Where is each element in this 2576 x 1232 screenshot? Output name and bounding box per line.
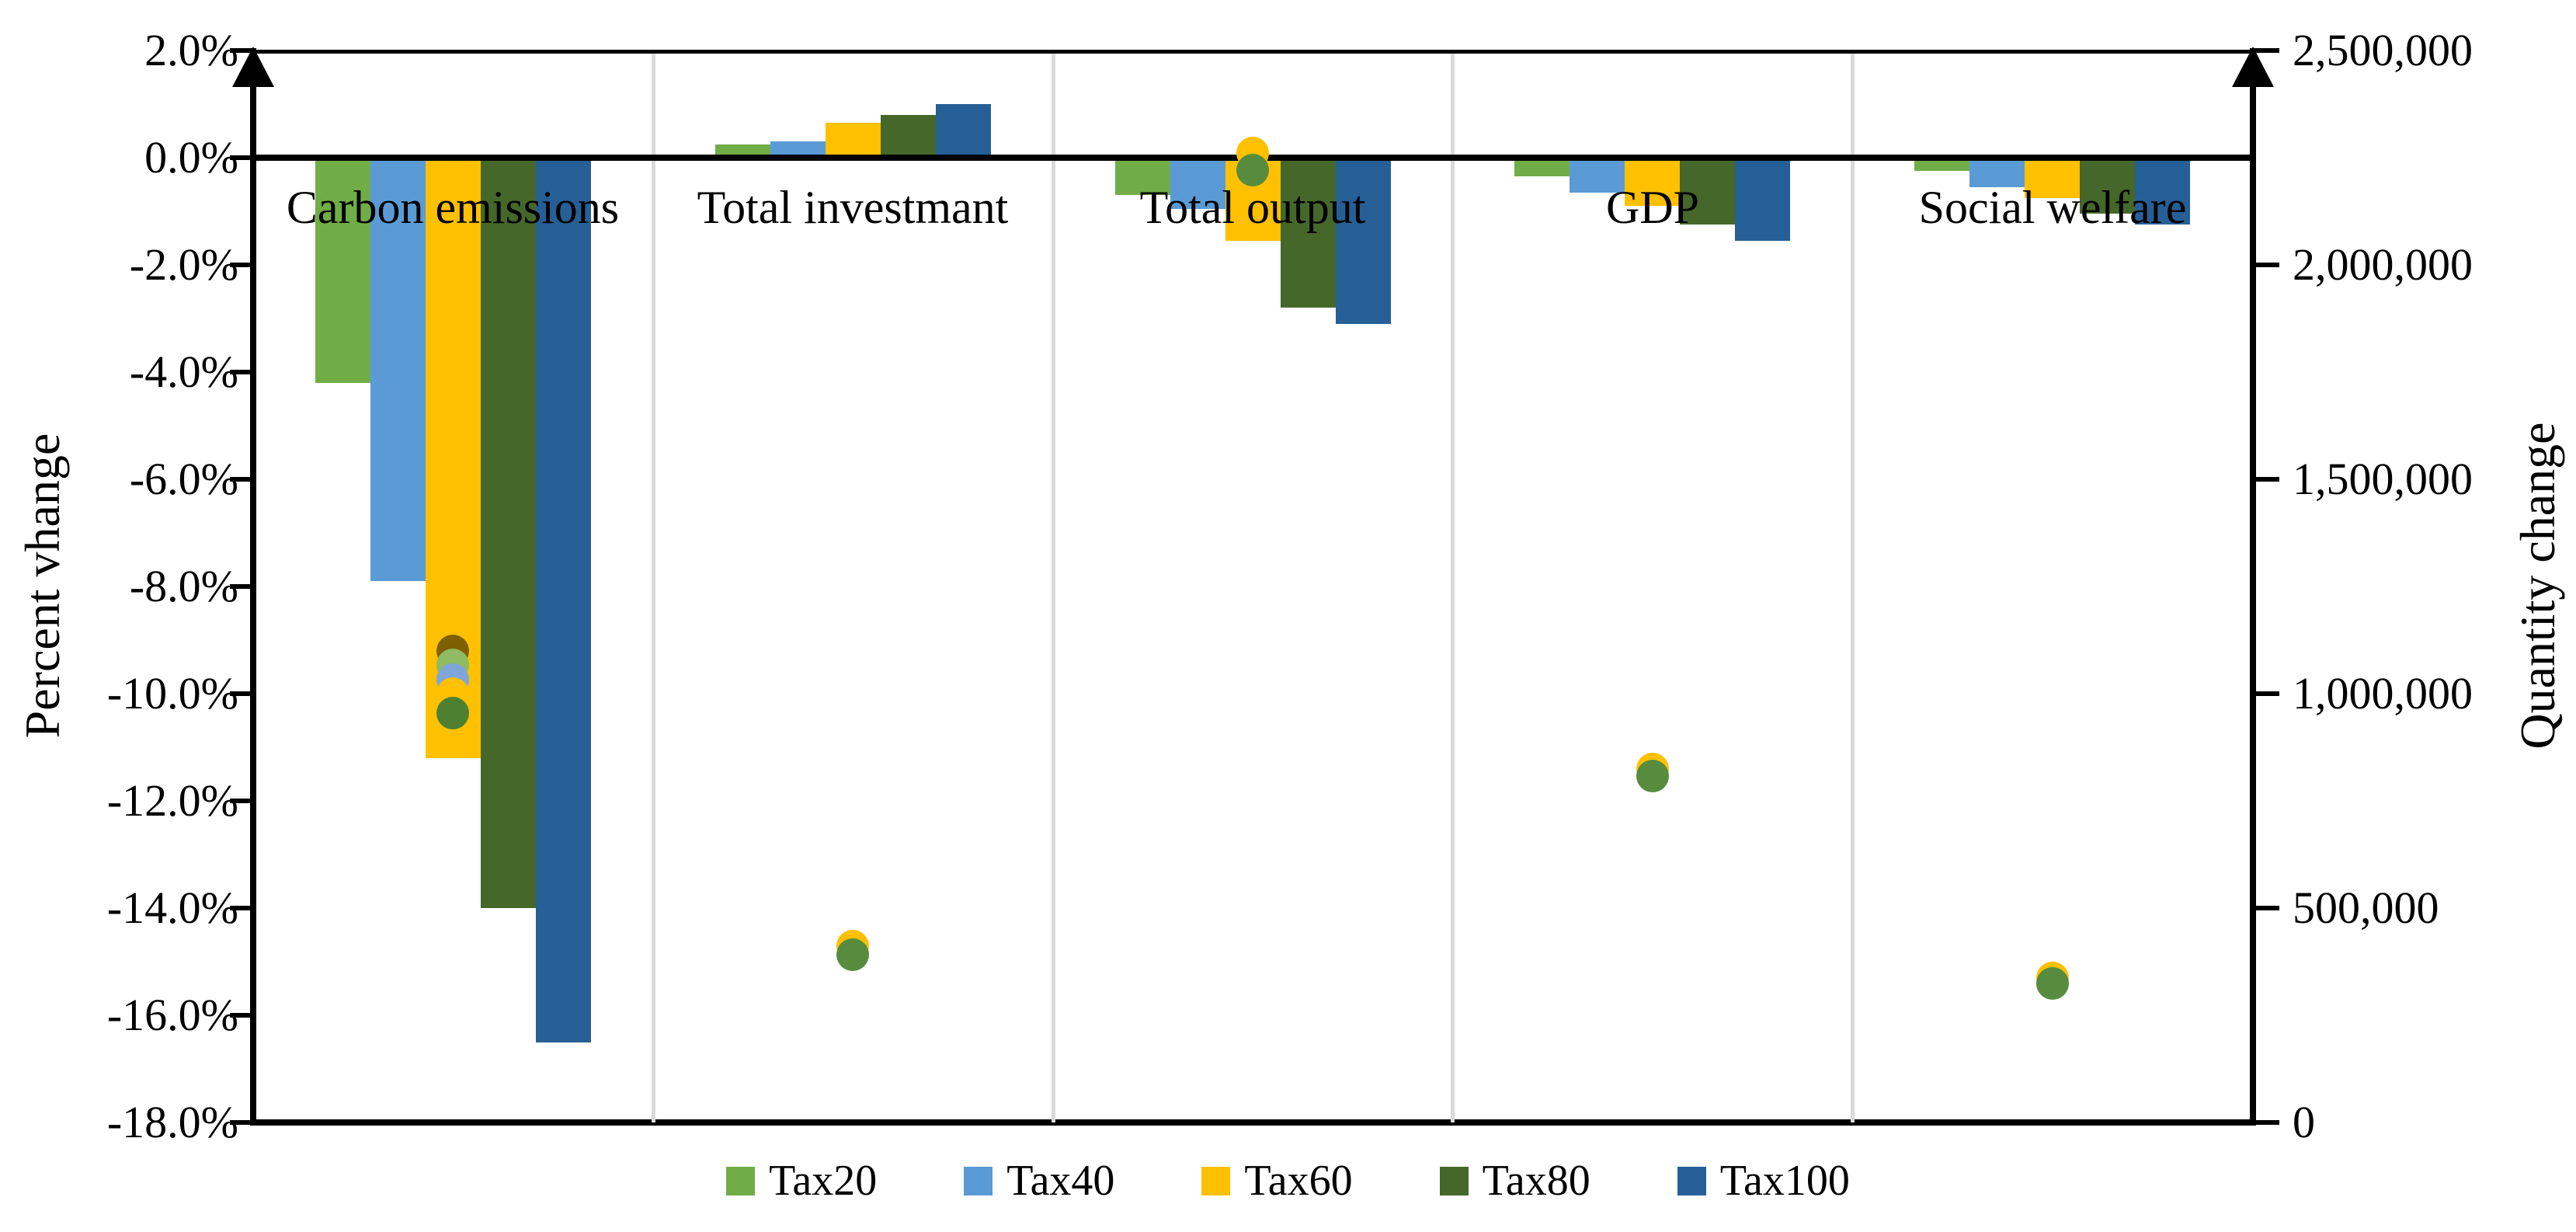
- right-axis-tick: [2256, 263, 2279, 267]
- bar-tax80-3: [1680, 158, 1735, 224]
- bar-tax40-1: [770, 141, 826, 158]
- legend-swatch-icon: [1201, 1166, 1231, 1195]
- right-axis-line: [2250, 48, 2256, 1125]
- legend-swatch-icon: [1439, 1166, 1469, 1195]
- legend-item-tax80: Tax80: [1439, 1157, 1590, 1205]
- bar-tax80-4: [2080, 158, 2135, 214]
- left-axis-label: 0.0%: [144, 132, 238, 183]
- legend: Tax20 Tax40 Tax60 Tax80 Tax100: [0, 1159, 2576, 1202]
- legend-item-tax60: Tax60: [1201, 1157, 1353, 1205]
- bar-tax40-4: [1969, 158, 2025, 187]
- group-separator: [1052, 50, 1055, 1122]
- bar-tax80-2: [1281, 158, 1336, 308]
- left-axis-label: -12.0%: [106, 775, 238, 826]
- category-label: Carbon emissions: [286, 182, 620, 233]
- bar-tax60-4: [2025, 158, 2080, 198]
- bar-tax20-0: [315, 158, 370, 383]
- right-axis-arrow-icon: [2232, 47, 2274, 87]
- bar-tax60-1: [826, 123, 881, 158]
- category-label: Total output: [1139, 182, 1366, 233]
- bar-tax20-4: [1914, 158, 1969, 171]
- bar-tax40-2: [1170, 158, 1225, 209]
- left-axis-tick: [230, 691, 253, 696]
- left-axis-tick: [230, 799, 253, 803]
- left-axis-tick: [230, 906, 253, 910]
- category-label: GDP: [1605, 182, 1700, 233]
- right-axis-label: 2,500,000: [2293, 25, 2473, 75]
- left-axis-label: -10.0%: [106, 668, 238, 719]
- left-axis-label: -2.0%: [129, 239, 238, 290]
- left-axis-title: Percent vhange: [15, 433, 70, 739]
- bar-tax80-1: [881, 115, 936, 158]
- group-separator: [1851, 50, 1855, 1122]
- left-axis-tick: [230, 584, 253, 589]
- bottom-axis-line: [250, 1119, 2256, 1126]
- legend-item-tax100: Tax100: [1677, 1159, 1850, 1202]
- legend-item-tax20: Tax20: [726, 1159, 877, 1202]
- bar-tax20-3: [1514, 158, 1570, 176]
- left-axis-label: -8.0%: [129, 561, 238, 611]
- right-axis-tick: [2256, 1120, 2279, 1125]
- left-axis-line: [250, 48, 256, 1125]
- legend-label: Tax60: [1244, 1157, 1353, 1205]
- bar-tax20-1: [715, 144, 770, 158]
- right-axis-tick: [2256, 477, 2279, 482]
- left-axis-arrow-icon: [232, 47, 274, 87]
- bar-tax100-1: [936, 104, 991, 158]
- legend-label: Tax100: [1719, 1157, 1850, 1205]
- left-axis-tick: [230, 1120, 253, 1125]
- legend-label: Tax80: [1482, 1157, 1590, 1205]
- right-axis-tick: [2256, 691, 2279, 696]
- right-axis-label: 1,000,000: [2293, 668, 2473, 719]
- left-axis-label: -4.0%: [129, 346, 238, 397]
- left-axis-tick: [230, 477, 253, 482]
- left-axis-tick: [230, 370, 253, 374]
- bar-tax100-3: [1735, 158, 1790, 241]
- quantity-change-dot: [2036, 967, 2069, 1000]
- bar-tax100-0: [536, 158, 591, 1042]
- right-axis-label: 0: [2293, 1097, 2315, 1147]
- plot-top-border: [253, 50, 2253, 54]
- quantity-change-dot: [1636, 760, 1669, 792]
- category-label: Total investmant: [697, 182, 1009, 233]
- left-axis-tick: [230, 155, 253, 160]
- bar-tax40-3: [1570, 158, 1625, 193]
- quantity-change-dot: [436, 697, 469, 729]
- left-axis-label: 2.0%: [144, 25, 238, 75]
- right-axis-label: 500,000: [2293, 882, 2439, 933]
- legend-item-tax40: Tax40: [964, 1159, 1114, 1202]
- bar-tax60-3: [1625, 158, 1680, 206]
- left-axis-label: -14.0%: [106, 882, 238, 933]
- left-axis-label: -18.0%: [106, 1097, 238, 1147]
- category-label: Social welfare: [1918, 182, 2187, 233]
- right-axis-title: Quantity change: [2510, 422, 2565, 750]
- bar-tax100-4: [2135, 158, 2190, 224]
- legend-label: Tax40: [1006, 1157, 1115, 1205]
- bar-tax20-2: [1115, 158, 1170, 195]
- quantity-change-dot: [836, 938, 869, 971]
- left-axis-tick: [230, 263, 253, 267]
- group-separator: [652, 50, 655, 1122]
- right-axis-tick: [2256, 906, 2279, 910]
- group-separator: [1451, 50, 1455, 1122]
- legend-swatch-icon: [726, 1166, 756, 1195]
- bar-tax100-2: [1336, 158, 1391, 324]
- legend-swatch-icon: [964, 1166, 993, 1195]
- quantity-change-dot: [1236, 154, 1269, 186]
- right-axis-label: 2,000,000: [2293, 239, 2473, 290]
- right-axis-label: 1,500,000: [2293, 454, 2473, 504]
- left-axis-label: -16.0%: [106, 990, 238, 1040]
- bar-tax80-0: [481, 158, 536, 908]
- legend-swatch-icon: [1677, 1166, 1706, 1195]
- bar-tax40-0: [370, 158, 426, 581]
- legend-label: Tax20: [769, 1157, 878, 1205]
- left-axis-label: -6.0%: [129, 454, 238, 504]
- left-axis-tick: [230, 1013, 253, 1018]
